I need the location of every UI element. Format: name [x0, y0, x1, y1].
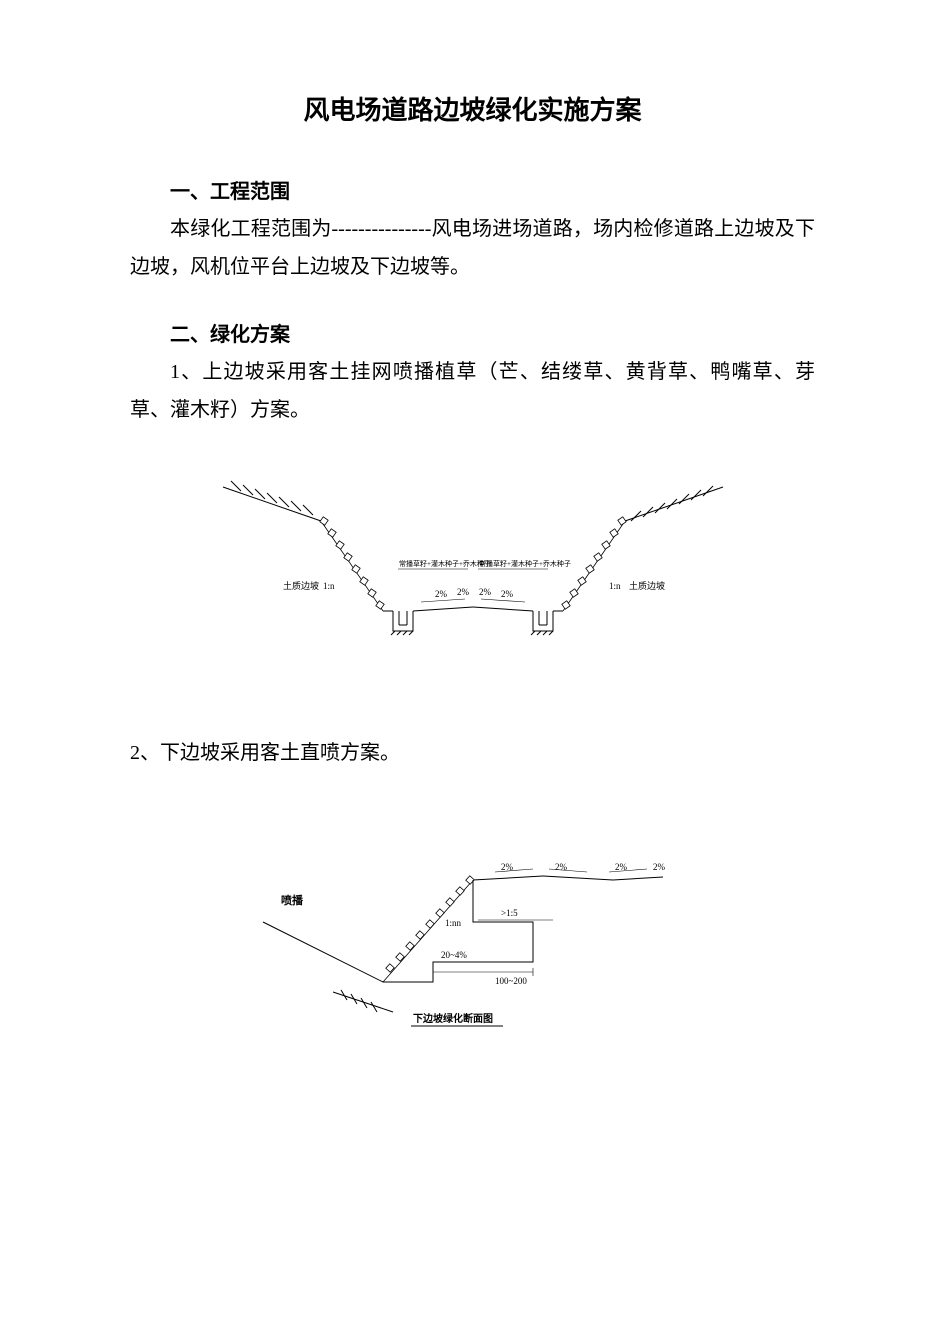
- fig1-grade-r: 2%: [479, 587, 492, 597]
- fig1-grade-l: 2%: [457, 587, 470, 597]
- fig1-band-left: 常播草籽+灌木种子+乔木种子: [399, 559, 491, 568]
- fig1-left-slope-label: 土质边坡: [283, 580, 319, 591]
- fig2-width-range: 100~200: [495, 976, 527, 986]
- fig2-slope-ratio: 1:nn: [445, 918, 462, 928]
- figure-1-upper-slope-section: 2% 2% 2% 2% 常播草籽+灌木种子+乔木种子 常播草籽+灌木种子+乔木种…: [130, 459, 815, 674]
- section-1-heading: 一、工程范围: [130, 175, 815, 204]
- figure-1-svg: 2% 2% 2% 2% 常播草籽+灌木种子+乔木种子 常播草籽+灌木种子+乔木种…: [213, 459, 733, 669]
- section-1-paragraph: 本绿化工程范围为---------------风电场进场道路，场内检修道路上边坡…: [130, 210, 815, 286]
- page-title: 风电场道路边坡绿化实施方案: [130, 90, 815, 127]
- fig1-outer-grade-r: 2%: [501, 589, 514, 599]
- section-2-item-1: 1、上边坡采用客土挂网喷播植草（芒、结缕草、黄背草、鸭嘴草、芽草、灌木籽）方案。: [130, 353, 815, 429]
- fig2-grade-4: 2%: [653, 862, 666, 872]
- figure-2-svg: 2% 2% 2% 2%: [233, 822, 713, 1052]
- fig1-right-slope-ratio: 1:n: [609, 581, 621, 591]
- fig1-band-right: 常播草籽+灌木种子+乔木种子: [479, 559, 571, 568]
- fig2-caption: 下边坡绿化断面图: [413, 1012, 493, 1025]
- fig2-cut-ratio: >1:5: [501, 908, 518, 918]
- fig1-outer-grade-l: 2%: [435, 589, 448, 599]
- section-2-item-2: 2、下边坡采用客土直喷方案。: [130, 734, 815, 772]
- fig1-right-slope-label: 土质边坡: [629, 580, 665, 591]
- fig1-left-slope-ratio: 1:n: [323, 581, 335, 591]
- figure-2-lower-slope-section: 2% 2% 2% 2%: [130, 822, 815, 1057]
- document-page: 风电场道路边坡绿化实施方案 一、工程范围 本绿化工程范围为-----------…: [0, 0, 945, 1337]
- fig2-spray-label: 喷播: [281, 893, 304, 907]
- section-2-heading: 二、绿化方案: [130, 318, 815, 347]
- fig2-fill-pct: 20~4%: [441, 950, 467, 960]
